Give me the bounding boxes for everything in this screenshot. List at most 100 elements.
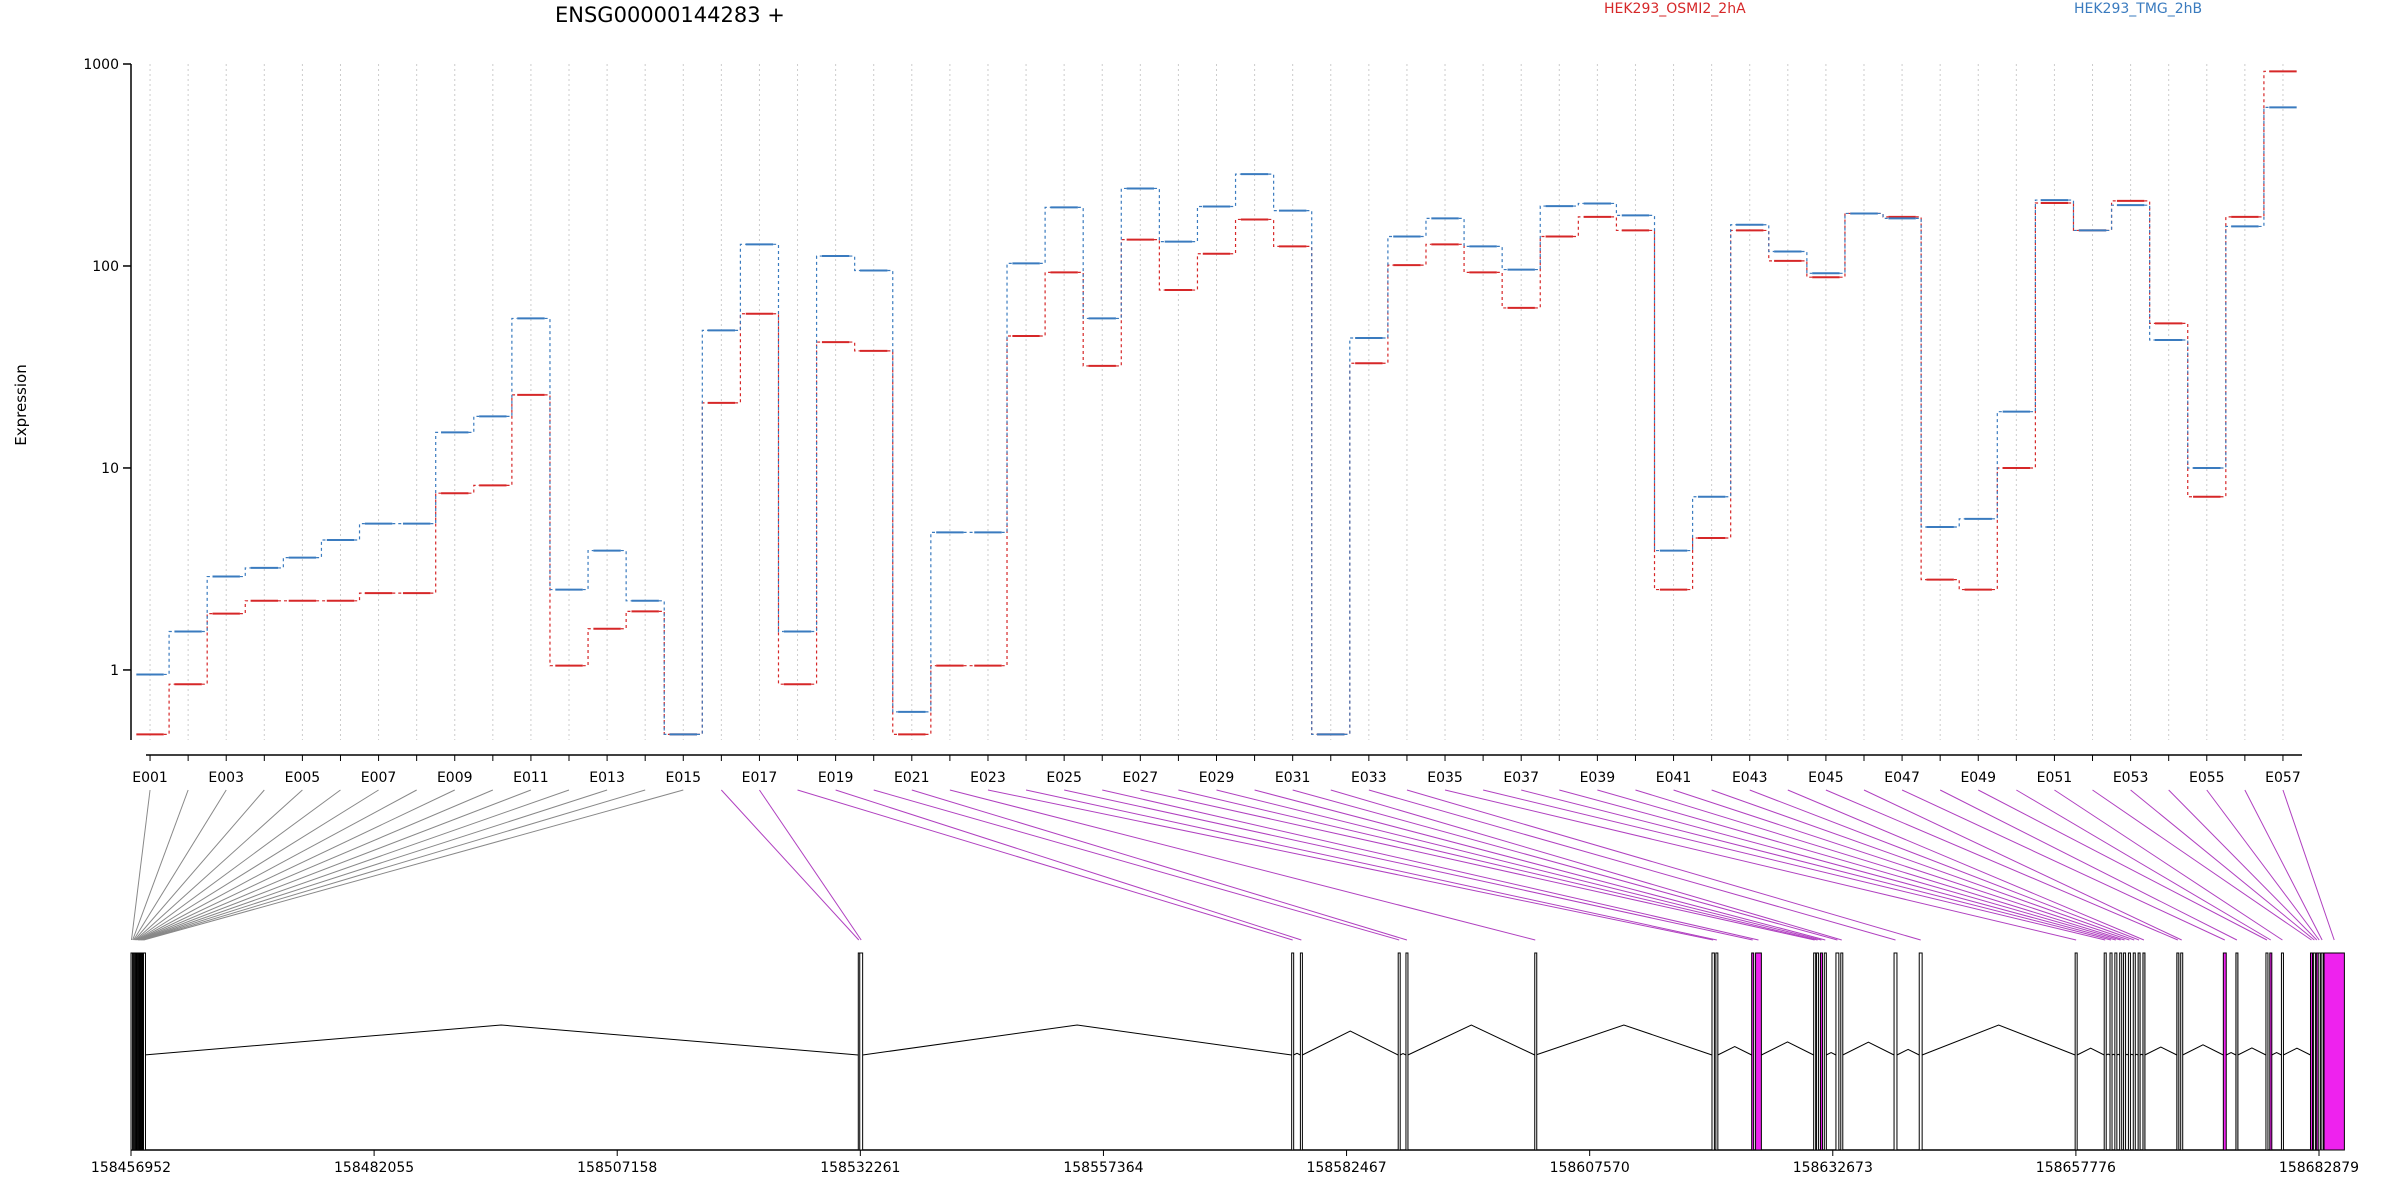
exon-connector	[1635, 789, 2125, 941]
series-connector	[239, 567, 251, 578]
exon-box	[1299, 952, 1303, 1151]
exon-box	[1397, 952, 1401, 1151]
exon-connector	[1901, 789, 2225, 941]
series-connector	[2030, 202, 2041, 469]
exon-connector	[1939, 789, 2238, 941]
series-connector	[1115, 187, 1127, 320]
series-connector	[1687, 496, 1698, 552]
series-connector	[1801, 250, 1813, 274]
exon-box	[1835, 952, 1840, 1151]
exon-connector	[135, 789, 303, 941]
series-connector	[2220, 225, 2232, 469]
series-layer	[136, 70, 2297, 736]
exon-connector	[1025, 789, 1717, 941]
exon-connector	[1330, 789, 1842, 941]
exon-box	[2280, 952, 2284, 1151]
exon-connector	[987, 789, 1714, 941]
exon-connector	[1064, 789, 1753, 941]
series-connector	[658, 610, 670, 735]
series-connector	[582, 549, 594, 591]
exon-box	[2176, 952, 2180, 1151]
intron-line	[1842, 1041, 1895, 1056]
series-connector	[1039, 271, 1051, 337]
series-connector	[1458, 243, 1470, 273]
x-tick-label: E009	[437, 770, 473, 786]
series-connector	[1306, 210, 1318, 735]
exon-connector	[130, 789, 151, 941]
genomic-tick-label: 158632673	[1793, 1160, 1873, 1176]
exon-connector	[1178, 789, 1818, 941]
exon-connector	[133, 789, 227, 941]
exon-box	[2114, 952, 2118, 1151]
exon-box	[1823, 952, 1827, 1151]
exon-box	[1291, 952, 1295, 1151]
exon-box	[2269, 952, 2273, 1151]
series-connector	[1915, 217, 1927, 528]
y-axis-label: Expression	[12, 364, 30, 445]
x-tick-label: E035	[1427, 770, 1463, 786]
exon-connector	[140, 789, 532, 941]
exon-connector	[1444, 789, 2077, 941]
exon-connector	[1368, 789, 1896, 941]
intron-line	[2271, 1052, 2282, 1056]
exon-box	[2127, 952, 2131, 1151]
series-connector	[1877, 212, 1889, 220]
x-tick-label: E025	[1046, 770, 1082, 786]
exon-box	[1755, 952, 1762, 1151]
series-connector	[506, 317, 518, 418]
y-tick-label: 100	[92, 259, 119, 275]
series-connector	[1649, 214, 1660, 552]
series-connector	[696, 329, 708, 735]
x-tick-label: E051	[2037, 770, 2073, 786]
exon-connector	[759, 789, 862, 941]
genomic-tick-label: 158507158	[577, 1160, 657, 1176]
series-connector	[1230, 218, 1241, 255]
exon-connector	[1102, 789, 1759, 941]
exon-box	[2142, 952, 2146, 1151]
series-connector	[1268, 218, 1279, 248]
exon-connector	[1749, 789, 2140, 941]
x-tick-label: E031	[1275, 770, 1311, 786]
x-tick-label: E003	[208, 770, 244, 786]
x-tick-label: E055	[2189, 770, 2225, 786]
grid-layer	[149, 64, 2284, 740]
exon-connector	[797, 789, 1293, 941]
series-connector	[1192, 253, 1203, 291]
series-connector	[544, 317, 556, 591]
exon-connector	[1482, 789, 2106, 941]
exon-connector	[1673, 789, 2130, 941]
x-tick-label: E047	[1884, 770, 1920, 786]
series-connector	[2068, 202, 2079, 232]
axis-layer: Expression 1 10 100 1000 E001 E003 E005 E007 E00…	[12, 57, 2302, 786]
genomic-tick-label: 158456952	[91, 1160, 171, 1176]
intron-line	[2283, 1047, 2311, 1056]
genomic-tick-label: 158482055	[334, 1160, 414, 1176]
series-connector	[239, 600, 251, 615]
exon-box	[2074, 952, 2078, 1151]
x-tick-label: E033	[1351, 770, 1387, 786]
series-connector	[1991, 411, 2003, 520]
exon-connector	[2282, 789, 2335, 941]
exon-connector	[2092, 789, 2312, 941]
series-connector	[506, 394, 518, 486]
series-connector	[1154, 239, 1165, 291]
series-connector	[811, 341, 822, 685]
series-connector	[1763, 224, 1775, 253]
series-connector	[887, 350, 899, 735]
exon-connector	[136, 789, 341, 941]
intron-line	[2144, 1046, 2178, 1056]
genomic-tick-label: 158557364	[1063, 1160, 1143, 1176]
x-tick-label: E041	[1656, 770, 1692, 786]
exon-box	[1819, 952, 1823, 1151]
x-tick-label: E049	[1960, 770, 1996, 786]
exon-connector	[1597, 789, 2121, 941]
exon-box	[1711, 952, 1715, 1151]
exon-connector	[1559, 789, 2116, 941]
series-connector	[1687, 537, 1698, 591]
exon-box	[2323, 952, 2345, 1151]
exon-connector	[2016, 789, 2272, 941]
series-connector	[1496, 245, 1508, 271]
x-tick-label: E017	[742, 770, 778, 786]
